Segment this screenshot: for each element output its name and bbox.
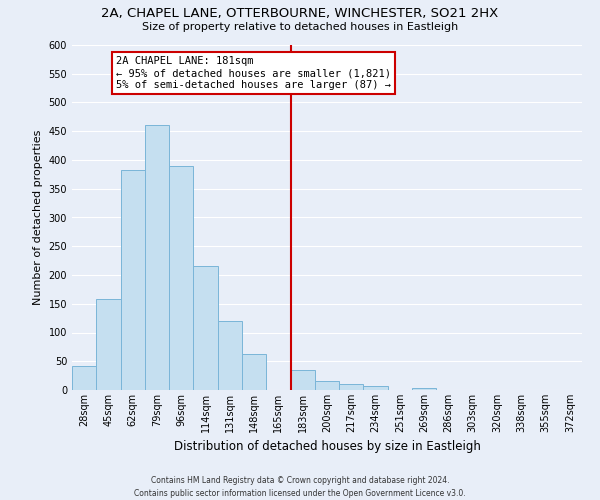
- Bar: [242, 354, 266, 390]
- Bar: [169, 166, 193, 390]
- X-axis label: Distribution of detached houses by size in Eastleigh: Distribution of detached houses by size …: [173, 440, 481, 454]
- Y-axis label: Number of detached properties: Number of detached properties: [33, 130, 43, 305]
- Bar: [364, 386, 388, 390]
- Bar: [315, 381, 339, 390]
- Bar: [412, 388, 436, 390]
- Text: Contains HM Land Registry data © Crown copyright and database right 2024.
Contai: Contains HM Land Registry data © Crown c…: [134, 476, 466, 498]
- Bar: [72, 366, 96, 390]
- Text: 2A CHAPEL LANE: 181sqm
← 95% of detached houses are smaller (1,821)
5% of semi-d: 2A CHAPEL LANE: 181sqm ← 95% of detached…: [116, 56, 391, 90]
- Bar: [145, 126, 169, 390]
- Bar: [96, 299, 121, 390]
- Bar: [193, 266, 218, 390]
- Bar: [218, 321, 242, 390]
- Bar: [339, 384, 364, 390]
- Bar: [290, 370, 315, 390]
- Text: 2A, CHAPEL LANE, OTTERBOURNE, WINCHESTER, SO21 2HX: 2A, CHAPEL LANE, OTTERBOURNE, WINCHESTER…: [101, 8, 499, 20]
- Text: Size of property relative to detached houses in Eastleigh: Size of property relative to detached ho…: [142, 22, 458, 32]
- Bar: [121, 170, 145, 390]
